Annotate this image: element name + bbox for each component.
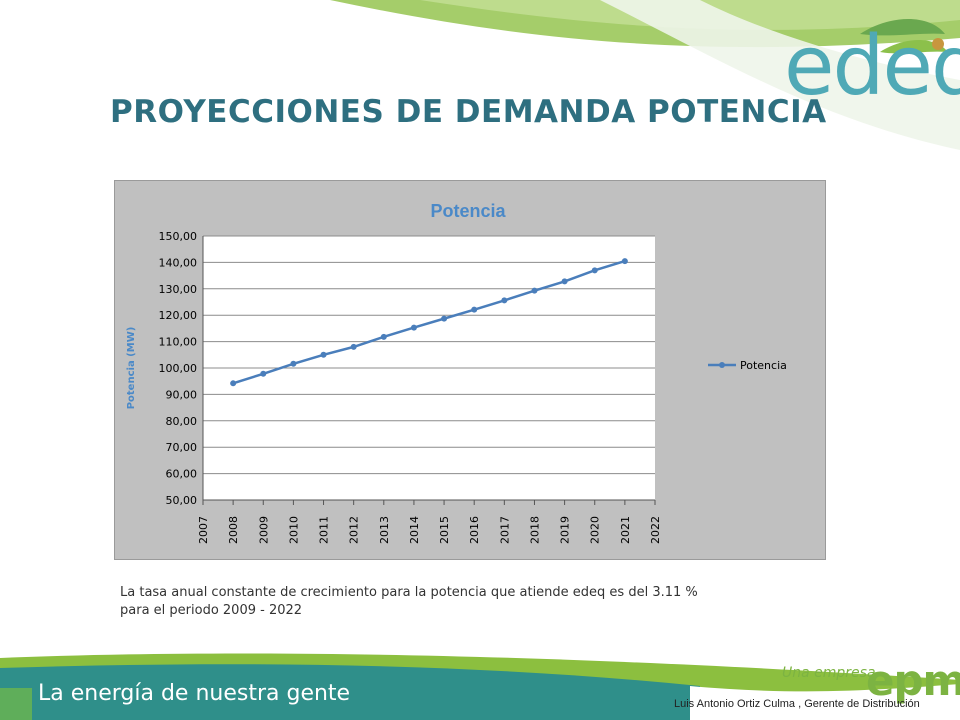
x-tick-label: 2011	[318, 516, 331, 544]
x-tick-label: 2013	[378, 516, 391, 544]
x-tick-label: 2020	[589, 516, 602, 544]
x-tick-label: 2018	[528, 516, 541, 544]
logo-leaf-1	[860, 19, 945, 36]
footer-band	[0, 653, 960, 720]
y-axis-label: Potencia (MW)	[126, 327, 137, 410]
x-tick-label: 2014	[408, 516, 421, 544]
edeq-logo-text: edeq	[784, 19, 960, 114]
y-tick-label: 60,00	[166, 468, 198, 481]
data-point	[380, 333, 387, 340]
edeq-logo-leaves	[860, 19, 948, 54]
y-tick-label: 130,00	[159, 283, 198, 296]
chart-title: Potencia	[430, 201, 506, 221]
x-tick-label: 2016	[468, 516, 481, 544]
footer-slogan: La energía de nuestra gente	[38, 681, 351, 706]
x-tick-label: 2010	[287, 516, 300, 544]
logo-seed	[932, 38, 944, 50]
y-tick-label: 120,00	[159, 309, 198, 322]
x-tick-label: 2008	[227, 516, 240, 544]
y-tick-label: 70,00	[166, 441, 198, 454]
footer-author: Luis Antonio Ortiz Culma , Gerente de Di…	[674, 698, 920, 710]
data-point	[471, 306, 478, 313]
x-tick-label: 2007	[197, 516, 210, 544]
x-tick-label: 2015	[438, 516, 451, 544]
data-point	[410, 324, 417, 331]
footer-white-area	[690, 684, 960, 720]
data-point	[531, 287, 538, 294]
line-chart: Potencia 50,00 60,00 70,00 80,00 90,00 100,00…	[126, 201, 787, 544]
data-point	[591, 267, 598, 274]
data-point	[441, 315, 448, 322]
legend-entry-potencia: Potencia	[740, 359, 787, 372]
footer-teal-band	[0, 664, 700, 720]
data-point	[260, 370, 267, 377]
x-tick-label: 2009	[257, 516, 270, 544]
data-point	[621, 258, 628, 265]
logo-leaf-2	[880, 40, 948, 54]
series-potencia	[230, 258, 628, 387]
footer-square	[0, 688, 32, 720]
y-tick-labels: 50,00 60,00 70,00 80,00 90,00 100,00 110,00 120…	[159, 230, 198, 507]
y-tick-label: 80,00	[166, 415, 198, 428]
caption: La tasa anual constante de crecimiento p…	[120, 584, 840, 620]
x-tick-labels: 2007 2008 2009 2010 2011 2012 2013 2014 2015 2016…	[197, 500, 662, 544]
caption-line-1: La tasa anual constante de crecimiento p…	[120, 585, 698, 600]
x-tick-label: 2021	[619, 516, 632, 544]
gridlines	[202, 235, 655, 501]
data-point	[230, 380, 237, 387]
x-tick-label: 2022	[649, 516, 662, 544]
x-tick-label: 2012	[348, 516, 361, 544]
data-point	[320, 351, 327, 358]
data-point	[561, 278, 568, 285]
series-line	[232, 259, 626, 385]
data-point	[290, 360, 297, 367]
page-title: PROYECCIONES DE DEMANDA POTENCIA	[110, 94, 827, 130]
y-tick-label: 110,00	[159, 336, 198, 349]
una-empresa-text: Una empresa	[782, 665, 876, 681]
data-point	[350, 343, 357, 350]
y-tick-label: 140,00	[159, 256, 198, 269]
y-tick-label: 90,00	[166, 388, 198, 401]
data-point	[501, 297, 508, 304]
y-tick-label: 100,00	[159, 362, 198, 375]
legend: Potencia	[708, 359, 787, 372]
y-tick-label: 150,00	[159, 230, 198, 243]
y-tick-label: 50,00	[166, 494, 198, 507]
caption-line-2: para el periodo 2009 - 2022	[120, 603, 303, 618]
x-tick-label: 2017	[498, 516, 511, 544]
x-tick-label: 2019	[559, 516, 572, 544]
legend-marker	[719, 362, 725, 368]
epm-logo-text: epm	[866, 656, 960, 705]
top-right-swoosh	[600, 0, 960, 150]
